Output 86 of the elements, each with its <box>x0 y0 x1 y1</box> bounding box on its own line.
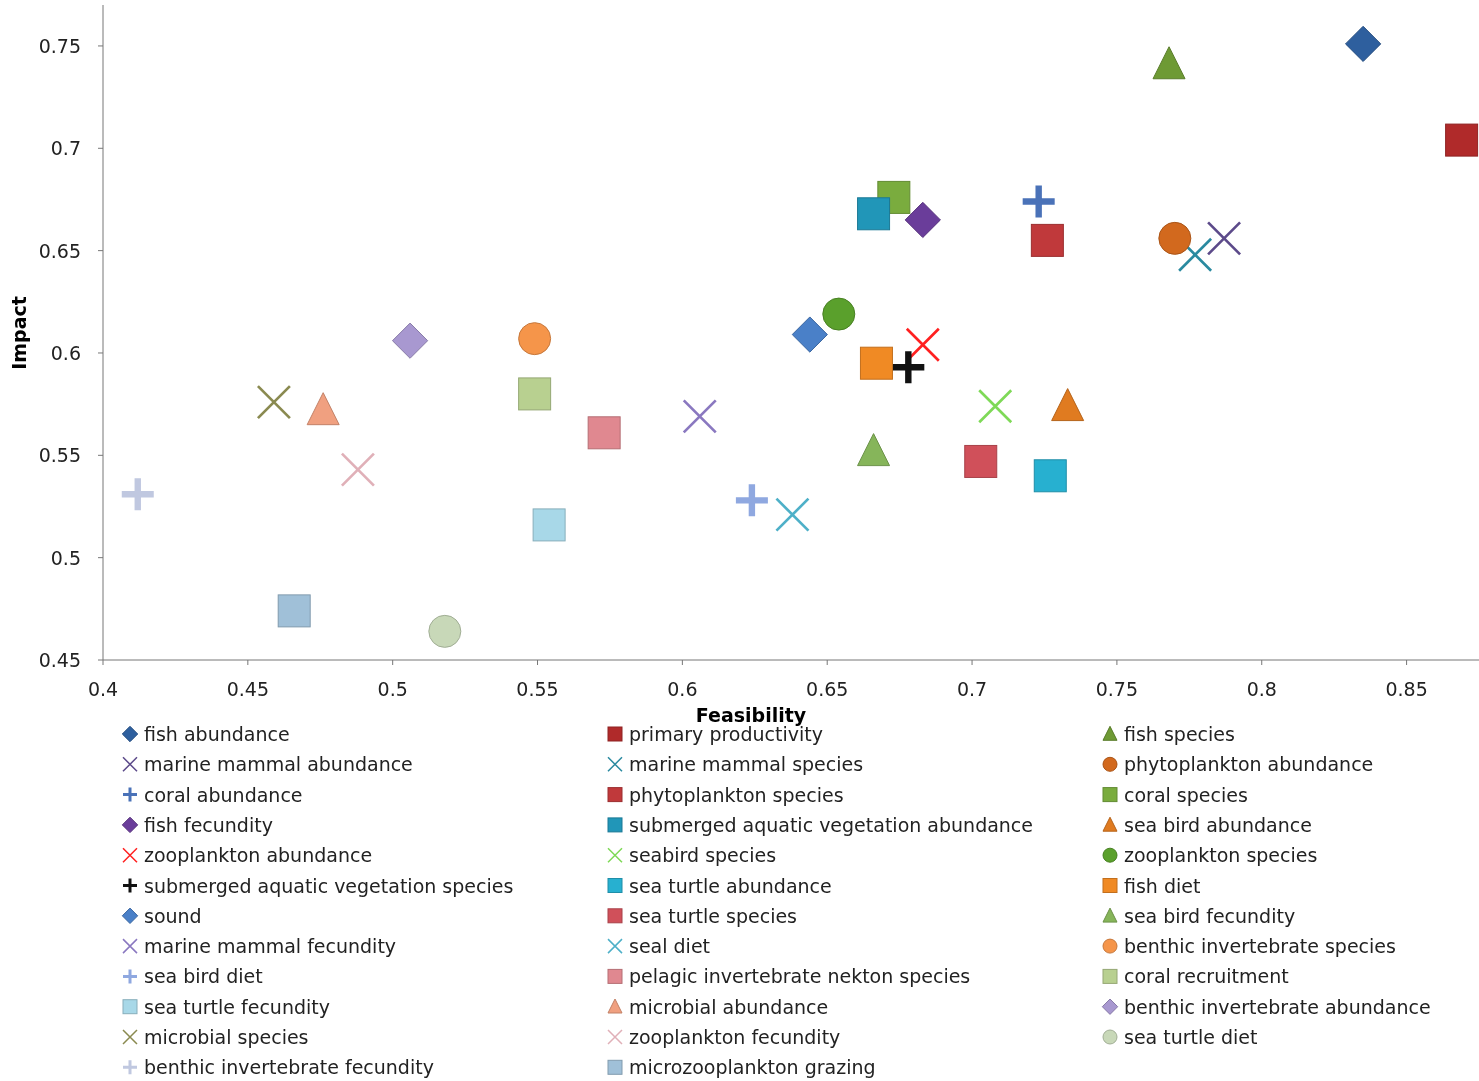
y-tick-label: 0.45 <box>38 649 81 671</box>
point <box>682 399 718 434</box>
legend-label: submerged aquatic vegetation species <box>144 874 514 897</box>
point <box>1206 221 1242 256</box>
point <box>905 327 941 363</box>
x-tick-label: 0.45 <box>226 678 269 700</box>
legend-label: pelagic invertebrate nekton species <box>629 965 971 988</box>
x-tick-label: 0.4 <box>87 678 119 700</box>
point <box>857 197 891 231</box>
point <box>518 377 552 411</box>
legend-label: zooplankton fecundity <box>629 1026 841 1048</box>
point <box>1033 459 1067 493</box>
point <box>822 297 856 331</box>
legend-label: marine mammal species <box>629 753 864 776</box>
point <box>121 478 154 511</box>
y-tick-label: 0.55 <box>38 444 81 467</box>
legend-label: benthic invertebrate abundance <box>1124 995 1431 1018</box>
point <box>735 484 768 517</box>
point <box>892 351 925 384</box>
point <box>256 384 292 420</box>
x-tick-label: 0.65 <box>806 678 849 700</box>
point <box>791 316 828 353</box>
legend-label: microbial abundance <box>629 995 829 1018</box>
x-tick-label: 0.75 <box>1095 678 1139 700</box>
x-tick-label: 0.55 <box>516 678 559 700</box>
point <box>964 444 998 478</box>
point <box>775 497 810 533</box>
legend-label: phytoplankton abundance <box>1124 753 1374 776</box>
legend-label: marine mammal abundance <box>144 753 413 776</box>
point <box>391 322 429 359</box>
legend-label: sea turtle species <box>629 904 797 927</box>
x-axis-title: Feasibility <box>695 704 807 726</box>
legend-label: benthic invertebrate fecundity <box>144 1056 434 1079</box>
point <box>1445 123 1479 157</box>
y-tick-label: 0.6 <box>50 341 81 364</box>
y-axis-title: Impact <box>8 296 30 370</box>
legend-label: submerged aquatic vegetation abundance <box>629 813 1034 836</box>
legend-label: sea turtle abundance <box>629 874 832 897</box>
legend-label: fish fecundity <box>144 813 273 836</box>
legend-label: zooplankton species <box>1124 844 1318 867</box>
point <box>904 201 941 239</box>
legend-label: phytoplankton species <box>629 783 844 806</box>
legend-label: fish abundance <box>144 723 290 745</box>
x-tick-label: 0.8 <box>1246 678 1277 700</box>
legend-label: sea bird fecundity <box>1124 904 1296 927</box>
x-tick-label: 0.7 <box>956 678 988 700</box>
point <box>1345 25 1382 62</box>
point <box>1022 185 1055 218</box>
legend-label: marine mammal fecundity <box>144 935 397 958</box>
legend-label: coral abundance <box>144 783 303 806</box>
x-tick-label: 0.5 <box>377 678 408 700</box>
legend-label: zooplankton abundance <box>144 844 373 867</box>
legend-label: sea bird abundance <box>1124 813 1312 836</box>
point <box>518 322 552 356</box>
point <box>428 614 462 648</box>
y-tick-label: 0.5 <box>50 546 81 569</box>
legend-label: sea turtle diet <box>1124 1026 1258 1048</box>
legend-label: fish species <box>1124 723 1235 745</box>
legend-label: fish diet <box>1124 874 1201 897</box>
y-tick-label: 0.7 <box>50 137 81 160</box>
legend-label: microbial species <box>144 1026 309 1048</box>
point <box>977 388 1013 424</box>
legend-label: microzooplankton grazing <box>629 1056 876 1079</box>
point <box>532 508 566 542</box>
legend-label: coral species <box>1124 783 1248 806</box>
legend-label: sound <box>144 904 202 927</box>
point <box>1158 221 1192 255</box>
legend-label: coral recruitment <box>1124 965 1289 988</box>
legend-label: seal diet <box>629 935 711 958</box>
y-tick-label: 0.75 <box>38 34 81 57</box>
legend-label: sea turtle fecundity <box>144 995 330 1018</box>
point <box>857 433 891 467</box>
point <box>1051 388 1085 422</box>
point <box>277 594 311 628</box>
legend-label: seabird species <box>629 844 777 867</box>
point <box>1030 223 1064 257</box>
legend-label: sea bird diet <box>144 965 263 988</box>
point <box>859 346 893 380</box>
y-tick-label: 0.65 <box>38 239 81 262</box>
point <box>587 416 621 450</box>
x-tick-label: 0.6 <box>667 678 698 700</box>
legend-label: benthic invertebrate species <box>1124 935 1396 958</box>
x-tick-label: 0.85 <box>1385 678 1428 700</box>
point <box>306 392 340 426</box>
point <box>340 452 376 487</box>
point <box>1152 46 1186 80</box>
